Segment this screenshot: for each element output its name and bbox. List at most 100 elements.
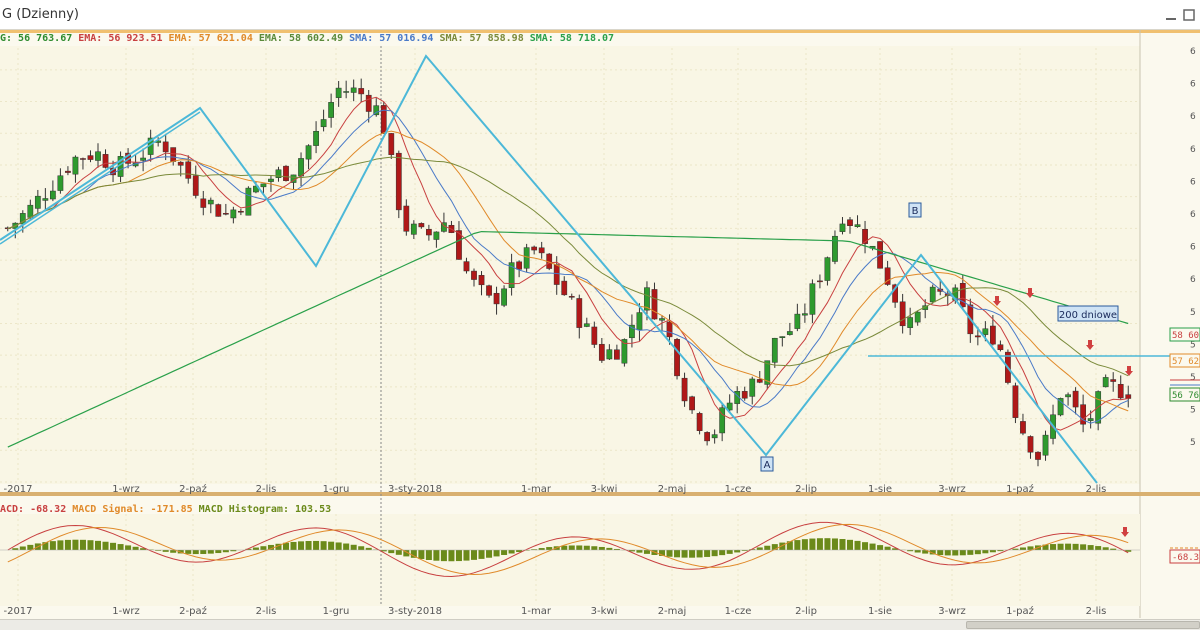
- price-tag: [1169, 327, 1200, 342]
- macd-histogram-bar: [877, 545, 884, 550]
- candle-body: [260, 183, 267, 188]
- macd-histogram-bar: [628, 550, 635, 552]
- macd-histogram-bar: [117, 544, 124, 550]
- macd-histogram-bar: [689, 550, 696, 558]
- candle-body: [696, 413, 703, 431]
- candle-body: [1117, 384, 1124, 399]
- macd-tag-text: -68.3: [1172, 553, 1199, 563]
- macd-histogram-bar: [440, 550, 447, 562]
- candle-body: [666, 321, 673, 338]
- candle-body: [884, 267, 891, 285]
- macd-histogram-bar: [42, 542, 49, 550]
- x-tick-label: 1-wrz: [112, 484, 140, 495]
- macd-histogram-bar: [816, 538, 823, 550]
- y-tick-label: 6: [1190, 112, 1196, 122]
- candle-body: [689, 396, 695, 411]
- macd-histogram-bar: [463, 550, 470, 561]
- macd-histogram-bar: [786, 541, 793, 550]
- minimize-icon[interactable]: [1164, 8, 1178, 22]
- candle-body: [245, 187, 252, 216]
- macd-histogram-bar: [252, 547, 259, 550]
- macd-histogram-bar: [794, 540, 801, 550]
- candle-body: [1110, 379, 1117, 382]
- legend-item: EMA: 56 923.51: [78, 33, 163, 44]
- x-tick-label: 1-gru: [323, 606, 350, 617]
- scrollbar-thumb[interactable]: [966, 621, 1200, 629]
- candle-body: [606, 349, 613, 360]
- x-tick-label: 2-paź: [179, 483, 207, 495]
- macd-histogram-bar: [561, 545, 568, 550]
- candle-body: [583, 323, 590, 327]
- macd-histogram-bar: [591, 546, 598, 550]
- signal-arrow: [993, 296, 1001, 306]
- macd-histogram-bar: [335, 542, 342, 550]
- macd-histogram-bar: [546, 547, 553, 550]
- macd-histogram-bar: [801, 539, 808, 550]
- candle-body: [275, 169, 282, 178]
- macd-histogram-bar: [568, 545, 575, 550]
- candle-body: [388, 133, 395, 155]
- x-tick-label: 2-lip: [795, 484, 817, 495]
- macd-histogram-bar: [952, 550, 959, 556]
- trend-line: [0, 111, 201, 245]
- macd-histogram-bar: [756, 547, 763, 550]
- price-tag-text: 56 76: [1172, 391, 1199, 401]
- macd-histogram-bar: [170, 550, 177, 553]
- window-titlebar: G (Dzienny): [0, 0, 1200, 30]
- signal-arrow: [1125, 366, 1133, 376]
- macd-histogram-bar: [267, 544, 274, 550]
- macd-histogram-bar: [313, 540, 320, 550]
- x-tick-label: 1-paź: [1006, 483, 1034, 495]
- price-tag-text: 58 60: [1172, 331, 1199, 341]
- macd-histogram-bar: [328, 541, 335, 550]
- signal-arrow: [1121, 527, 1129, 537]
- x-tick-label: 1-sie: [868, 606, 892, 617]
- point-b-box: [908, 202, 922, 218]
- macd-histogram-bar: [418, 550, 425, 560]
- macd-histogram-bar: [1102, 547, 1109, 550]
- macd-histogram-bar: [403, 550, 410, 557]
- macd-histogram-bar: [94, 540, 102, 550]
- x-tick-label: -2017: [3, 484, 32, 495]
- x-tick-label: 1-mar: [521, 606, 552, 617]
- macd-histogram-bar: [967, 550, 974, 555]
- macd-histogram-bar: [79, 539, 86, 550]
- candle-body: [922, 305, 929, 310]
- macd-histogram-bar: [643, 550, 650, 554]
- candle-body: [644, 287, 650, 311]
- macd-histogram-bar: [433, 550, 440, 561]
- macd-histogram-bar: [824, 538, 831, 550]
- candle-body: [350, 87, 357, 93]
- candle-body: [854, 224, 861, 227]
- macd-histogram-bar: [809, 538, 816, 550]
- macd-histogram-bar: [636, 550, 643, 553]
- macd-legend-item: MACD Histogram: 103.53: [198, 504, 332, 515]
- candle-body: [959, 282, 966, 308]
- maximize-icon[interactable]: [1182, 8, 1196, 22]
- candle-body: [914, 311, 921, 323]
- candle-body: [847, 219, 853, 226]
- y-tick-label: 5: [1190, 373, 1196, 383]
- horizontal-scrollbar[interactable]: [0, 619, 1200, 630]
- macd-histogram-bar: [501, 550, 508, 555]
- macd-histogram-bar: [305, 541, 312, 550]
- candle-body: [95, 151, 101, 161]
- candle-body: [222, 213, 229, 215]
- macd-histogram-bar: [215, 550, 222, 554]
- x-tick-label: 3-sty-2018: [388, 484, 442, 495]
- macd-histogram-bar: [12, 548, 19, 550]
- x-tick-label: 3-sty-2018: [388, 606, 442, 617]
- macd-histogram-bar: [245, 548, 252, 550]
- candle-body: [636, 312, 643, 331]
- macd-histogram-bar: [132, 546, 139, 550]
- candle-body: [170, 147, 177, 162]
- y-tick-label: 5: [1190, 308, 1196, 318]
- legend-item: SMA: 57 858.98: [439, 33, 524, 44]
- legend-item: EMA: 57 621.04: [168, 33, 253, 44]
- candle-body: [1080, 404, 1087, 425]
- candle-body: [80, 158, 86, 160]
- candle-body: [538, 247, 545, 254]
- x-tick-label: 1-paź: [1006, 605, 1034, 617]
- x-tick-label: 3-wrz: [938, 606, 966, 617]
